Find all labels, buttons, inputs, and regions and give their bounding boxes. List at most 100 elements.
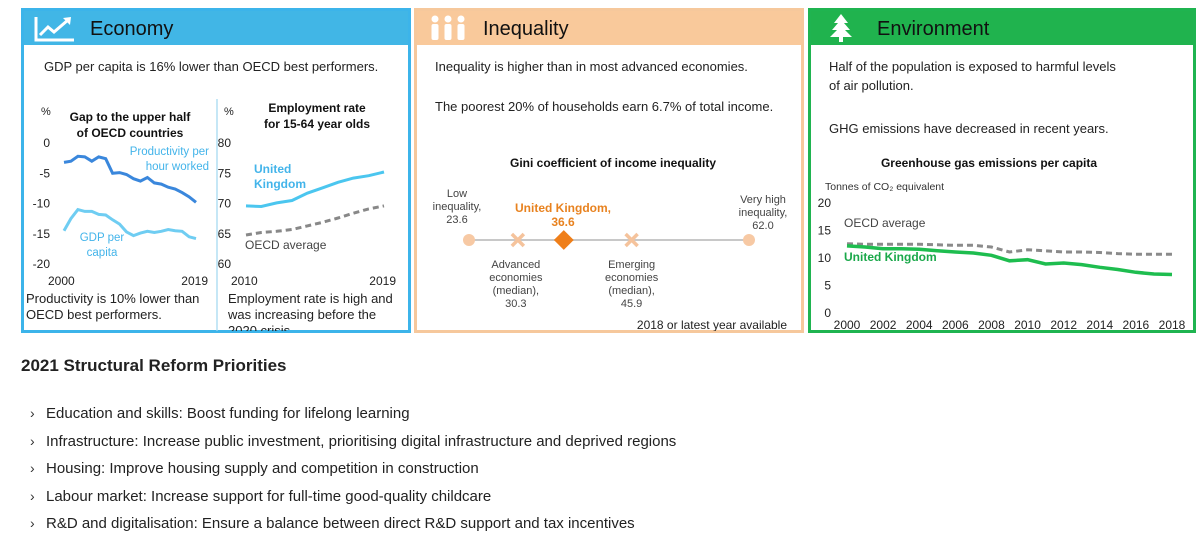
gini-point-emerging (624, 232, 639, 248)
inequality-text-1: Inequality is higher than in most advanc… (435, 59, 748, 74)
chevron-right-icon: › (30, 460, 35, 476)
reform-item-text: Education and skills: Boost funding for … (46, 405, 410, 422)
environment-title: Environment (877, 18, 990, 40)
ghg-xtick-5: 2010 (1014, 318, 1041, 331)
ghg-xtick-3: 2006 (942, 318, 969, 331)
econ-chart1-ytick-1: -5 (39, 166, 50, 180)
gini-label-emerging-2: (median), (608, 285, 654, 297)
ghg-xtick-8: 2016 (1123, 318, 1150, 331)
econ-chart1-ytick-3: -15 (33, 227, 51, 241)
ghg-xtick-9: 2018 (1159, 318, 1186, 331)
environment-text-1: Half of the population is exposed to har… (829, 57, 1116, 95)
gini-label-emerging-3: 45.9 (621, 298, 642, 310)
econ-chart2-title-0: Employment rate (268, 101, 366, 115)
econ-oecd-employment-label-0: OECD average (245, 238, 327, 252)
reform-item: › Housing: Improve housing supply and com… (30, 455, 676, 483)
reform-item: › R&D and digitalisation: Ensure a balanc… (30, 510, 676, 538)
gini-label-low-1: inequality, (433, 201, 482, 213)
people-icon (431, 15, 465, 40)
economy-header: Economy (24, 11, 408, 45)
gini-label-advanced-0: Advanced (491, 259, 540, 271)
reform-item: › Education and skills: Boost funding for… (30, 400, 676, 428)
gini-label-uk-0: United Kingdom, (515, 201, 611, 215)
gini-label-uk-1: 36.6 (551, 215, 575, 229)
ghg-ytick-2: 10 (818, 251, 832, 265)
econ-caption-right-1: was increasing before the (227, 307, 376, 322)
reform-item-text: Infrastructure: Increase public investme… (46, 432, 677, 450)
gini-label-advanced-2: (median), (493, 285, 539, 297)
ghg-ytick-1: 15 (818, 224, 832, 238)
gini-label-emerging-1: economies (605, 272, 659, 284)
trend-chart-icon (34, 17, 74, 42)
gini-label-low-2: 23.6 (446, 214, 467, 226)
ghg-ytick-4: 0 (824, 306, 831, 320)
environment-panel: Environment Half of the population is ex… (808, 8, 1196, 333)
economy-charts: % Gap to the upper half of OECD countries 0… (26, 99, 396, 331)
economy-panel: Economy GDP per capita is 16% lower than… (21, 8, 411, 333)
ghg-xtick-0: 2000 (834, 318, 861, 331)
econ-caption-left-1: OECD best performers. (26, 307, 162, 322)
inequality-header: Inequality (417, 11, 801, 45)
gini-label-advanced-3: 30.3 (505, 298, 526, 310)
econ-gdp-label-1: capita (87, 247, 118, 259)
ghg-uk-label: United Kingdom (844, 250, 937, 264)
econ-chart2-title-1: for 15-64 year olds (264, 117, 370, 131)
ghg-ytick-0: 20 (818, 196, 832, 210)
gini-label-high-0: Very high (740, 194, 786, 206)
gini-label-high-1: inequality, (739, 207, 788, 219)
econ-chart1-ytick-0: 0 (43, 136, 50, 150)
economy-title: Economy (90, 18, 174, 40)
ghg-xtick-1: 2002 (870, 318, 897, 331)
reform-item: › Infrastructure: Increase public investm… (30, 428, 676, 456)
ghg-xtick-7: 2014 (1086, 318, 1113, 331)
econ-oecd-employment-line (245, 204, 385, 237)
econ-chart1-title-1: of OECD countries (77, 126, 184, 140)
chevron-right-icon: › (30, 405, 35, 421)
econ-chart2-ytick-1: 75 (218, 166, 232, 180)
tree-icon (830, 14, 852, 42)
inequality-title: Inequality (483, 18, 569, 40)
ghg-ylabel: Tonnes of CO₂ equivalent (825, 181, 944, 193)
inequality-text-2: The poorest 20% of households earn 6.7% … (435, 99, 774, 114)
inequality-panel: Inequality Inequality is higher than in … (414, 8, 804, 333)
econ-uk-employment-line (245, 170, 385, 209)
ghg-ytick-3: 5 (824, 279, 831, 293)
econ-caption-right-2: 2020 crisis. (228, 323, 294, 331)
ghg-title: Greenhouse gas emissions per capita (881, 156, 1097, 170)
reform-item-text: R&D and digitalisation: Ensure a balance… (46, 515, 635, 532)
chevron-right-icon: › (30, 515, 35, 531)
gini-point-advanced (510, 232, 526, 248)
gini-label-emerging-0: Emerging (608, 259, 655, 271)
gini-chart: Gini coefficient of income inequality Low… (433, 156, 788, 331)
econ-chart2-xtick-1: 2019 (369, 274, 396, 288)
gini-label-high-2: 62.0 (752, 220, 773, 232)
ghg-chart: Greenhouse gas emissions per capita Tonne… (818, 156, 1186, 331)
econ-uk-employment-label-1: Kingdom (254, 177, 306, 191)
econ-uk-employment-label-0: United (254, 162, 291, 176)
ghg-oecd-line (846, 242, 1172, 256)
gini-footnote: 2018 or latest year available (637, 318, 787, 331)
gini-title: Gini coefficient of income inequality (510, 156, 716, 170)
econ-caption-left-0: Productivity is 10% lower than (26, 291, 199, 306)
environment-text-1-line-1: Half of the population is exposed to har… (829, 59, 1116, 74)
gini-point-low (463, 234, 475, 246)
economy-headline: GDP per capita is 16% lower than OECD be… (44, 59, 379, 74)
econ-chart1-xtick-0: 2000 (48, 274, 75, 288)
econ-caption-right-0: Employment rate is high and (228, 291, 393, 306)
ghg-oecd-label: OECD average (844, 216, 926, 230)
gini-label-low-0: Low (447, 188, 467, 200)
econ-productivity-line (63, 154, 197, 204)
econ-chart2-ytick-0: 80 (218, 136, 232, 150)
reform-item-text: Labour market: Increase support for full… (46, 487, 492, 505)
econ-chart1-ytick-2: -10 (33, 197, 51, 211)
chevron-right-icon: › (30, 487, 35, 504)
reform-item-text: Housing: Improve housing supply and comp… (46, 460, 479, 477)
econ-chart1-ytick-4: -20 (33, 257, 51, 271)
environment-header: Environment (811, 11, 1193, 45)
econ-chart1-ylabel: % (41, 106, 51, 118)
econ-productivity-label-0: Productivity per (130, 146, 209, 158)
econ-chart2-ytick-2: 70 (218, 197, 232, 211)
econ-chart2-ylabel: % (224, 106, 234, 118)
econ-productivity-label-1: hour worked (146, 161, 209, 173)
chevron-right-icon: › (30, 432, 35, 449)
